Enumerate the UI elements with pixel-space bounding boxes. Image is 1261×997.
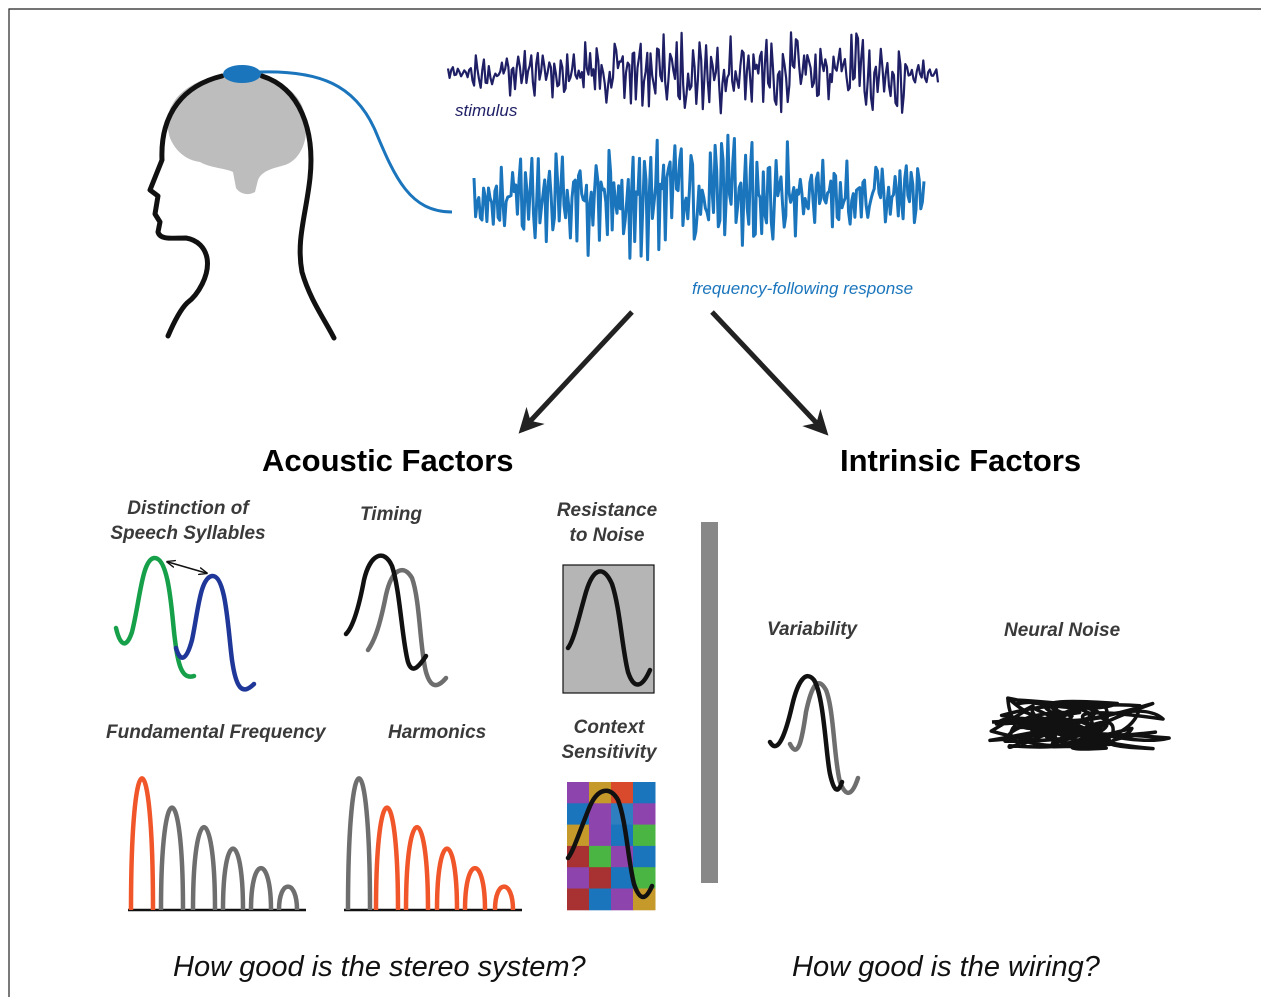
context-grid-cell — [633, 867, 656, 889]
context-label-line1: Context — [573, 717, 645, 738]
stimulus-waveform — [446, 31, 940, 115]
context-grid-cell — [589, 803, 612, 826]
variability-wave-gray — [787, 681, 861, 795]
timing-wave-gray — [365, 567, 449, 688]
harmonics-label: Harmonics — [388, 722, 487, 743]
context-panel — [565, 782, 656, 911]
context-grid — [567, 782, 656, 911]
harmonic-arch — [434, 846, 460, 911]
harmonic-arch — [492, 884, 516, 911]
harmonic-arch — [248, 865, 274, 911]
harmonic-arch — [158, 805, 186, 911]
syllable-distance-arrow — [168, 562, 206, 573]
context-wave — [565, 788, 655, 900]
resistance-label-line2: to Noise — [569, 525, 645, 546]
context-grid-cell — [589, 824, 612, 847]
electrode-wire — [257, 70, 453, 214]
context-grid-cell — [589, 867, 612, 889]
ffr-waveform — [472, 133, 926, 262]
timing-label: Timing — [360, 504, 422, 525]
noise-box — [562, 564, 655, 694]
context-grid-cell — [633, 824, 656, 847]
stimulus-label: stimulus — [455, 101, 518, 120]
back-of-head — [259, 73, 337, 341]
context-grid-cell — [611, 888, 634, 911]
resistance-panel — [562, 564, 655, 694]
fundamental-frequency-panel — [128, 776, 306, 912]
harmonic-arch — [276, 884, 300, 911]
timing-wave-black — [343, 553, 429, 671]
acoustic-factors-heading: Acoustic Factors — [262, 443, 514, 478]
arrow-to-intrinsic — [710, 310, 829, 436]
resistance-label: Resistance to Noise — [552, 498, 662, 548]
intrinsic-factors-heading: Intrinsic Factors — [840, 443, 1082, 478]
frame-border — [8, 8, 1261, 997]
context-grid-cell — [633, 782, 656, 804]
resistance-wave — [565, 569, 653, 687]
context-grid-cell — [633, 845, 656, 868]
neural-noise-scribble — [988, 696, 1171, 751]
context-grid-cell — [567, 888, 590, 911]
context-label: Context Sensitivity — [554, 715, 664, 765]
timing-panel — [343, 553, 449, 688]
ffr-label: frequency-following response — [692, 279, 914, 298]
harmonic-arch — [190, 824, 218, 911]
question-left: How good is the stereo system? — [173, 951, 586, 983]
head-outline — [147, 73, 225, 339]
variability-panel — [767, 674, 861, 795]
harmonics-panel — [344, 776, 522, 912]
context-grid-cell — [611, 824, 634, 847]
arrow-to-acoustic — [518, 310, 634, 434]
context-grid-cell — [589, 888, 612, 911]
brain-icon — [167, 73, 307, 195]
harmonic-arch — [345, 776, 373, 911]
syllable-wave-navy — [173, 573, 257, 692]
harmonic-arch — [373, 805, 401, 911]
context-grid-cell — [589, 845, 612, 868]
harmonic-arch — [462, 865, 488, 911]
context-grid-cell — [567, 867, 590, 889]
harmonic-arch — [128, 776, 156, 911]
neural-noise-label: Neural Noise — [1004, 620, 1121, 641]
distinction-label-line2: Speech Syllables — [110, 523, 266, 544]
context-label-line2: Sensitivity — [561, 742, 657, 763]
variability-label: Variability — [767, 619, 858, 640]
distinction-label: Distinction of Speech Syllables — [104, 496, 272, 546]
context-grid-cell — [633, 803, 656, 826]
resistance-label-line1: Resistance — [556, 500, 658, 521]
fundamental-label: Fundamental Frequency — [106, 722, 326, 743]
question-right: How good is the wiring? — [792, 951, 1100, 983]
variability-wave-black — [767, 674, 845, 792]
section-divider — [701, 522, 718, 883]
context-grid-cell — [567, 782, 590, 804]
context-grid-cell — [611, 867, 634, 889]
harmonic-arch — [220, 846, 246, 911]
distinction-panel — [113, 555, 257, 692]
distinction-label-line1: Distinction of — [127, 498, 249, 519]
head-illustration — [147, 65, 453, 341]
electrode-icon — [223, 65, 261, 83]
harmonic-arch — [403, 824, 431, 911]
